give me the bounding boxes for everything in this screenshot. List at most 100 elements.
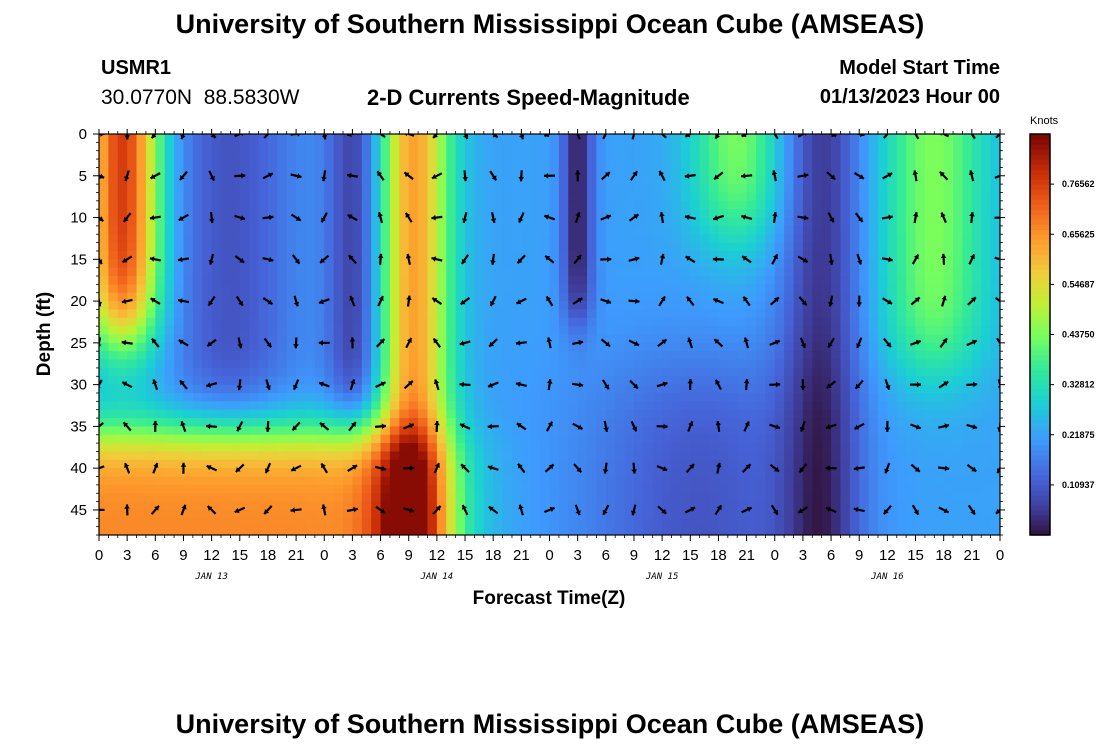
heatmap-cell [558,401,569,411]
heatmap-cell [690,409,701,419]
heatmap-cell [258,418,269,427]
heatmap-cell [774,476,785,486]
heatmap-cell [540,317,551,327]
heatmap-cell [427,242,438,252]
heatmap-cell [239,401,250,411]
heatmap-cell [127,418,138,427]
heatmap-cell [277,309,288,319]
heatmap-cell [324,200,335,210]
heatmap-cell [333,209,344,219]
heatmap-cell [286,225,297,235]
heatmap-cell [296,309,307,319]
heatmap-cell [380,476,391,486]
heatmap-cell [145,493,156,503]
heatmap-cell [258,159,269,169]
heatmap-cell [145,418,156,427]
heatmap-cell [859,451,870,461]
heatmap-cell [230,142,241,152]
heatmap-cell [699,309,710,319]
heatmap-cell [633,200,644,210]
heatmap-cell [699,342,710,352]
heatmap-cell [971,476,982,486]
heatmap-cell [305,301,316,311]
heatmap-cell [277,434,288,444]
heatmap-cell [183,142,194,152]
heatmap-cell [436,267,447,277]
heatmap-cell [192,484,203,494]
heatmap-cell [502,401,513,411]
heatmap-cell [371,351,382,361]
heatmap-cell [953,326,964,336]
heatmap-cell [615,443,626,453]
heatmap-cell [699,459,710,469]
heatmap-cell [408,292,419,302]
heatmap-cell [587,309,598,319]
heatmap-cell [493,200,504,210]
current-arrow [518,170,525,182]
heatmap-cell [427,509,438,519]
heatmap-cell [605,326,616,336]
heatmap-cell [924,518,935,528]
heatmap-cell [530,367,541,377]
heatmap-cell [765,434,776,444]
heatmap-cell [117,426,128,436]
heatmap-cell [540,250,551,260]
heatmap-cell [380,159,391,169]
heatmap-cell [174,384,185,394]
heatmap-cell [662,476,673,486]
heatmap-cell [990,443,1000,453]
heatmap-cell [652,217,663,227]
heatmap-cell [953,134,964,143]
heatmap-cell [277,526,288,535]
heatmap-cell [493,142,504,152]
heatmap-cell [821,242,832,252]
heatmap-cell [418,434,429,444]
heatmap-cell [277,200,288,210]
heatmap-cell [427,292,438,302]
heatmap-cell [558,184,569,194]
heatmap-cell [540,384,551,394]
heatmap-cell [690,142,701,152]
heatmap-cell [99,334,109,344]
heatmap-cell [924,501,935,511]
heatmap-cell [662,167,673,177]
heatmap-cell [765,150,776,160]
heatmap-cell [662,392,673,402]
heatmap-cell [802,167,813,177]
current-arrow [687,379,694,391]
current-arrow [208,170,215,182]
heatmap-cell [408,250,419,260]
heatmap-cell [305,150,316,160]
heatmap-cell [774,443,785,453]
heatmap-cell [465,526,476,535]
heatmap-cell [183,225,194,235]
heatmap-cell [934,509,945,519]
heatmap-cell [117,434,128,444]
heatmap-cell [296,493,307,503]
heatmap-cell [784,426,795,436]
heatmap-cell [859,200,870,210]
heatmap-cell [371,259,382,269]
heatmap-cell [906,276,917,285]
heatmap-cell [643,167,654,177]
heatmap-cell [558,509,569,519]
heatmap-cell [643,409,654,419]
heatmap-cell [915,376,926,386]
heatmap-cell [887,175,898,185]
heatmap-cell [746,200,757,210]
heatmap-cell [558,142,569,152]
heatmap-cell [924,250,935,260]
heatmap-cell [596,326,607,336]
heatmap-cell [831,484,842,494]
heatmap-cell [755,459,766,469]
heatmap-cell [474,418,485,427]
heatmap-cell [971,209,982,219]
heatmap-cell [896,401,907,411]
heatmap-cell [746,509,757,519]
heatmap-cell [324,426,335,436]
current-arrow [712,256,724,263]
heatmap-cell [859,468,870,478]
heatmap-cell [324,351,335,361]
heatmap-cell [277,184,288,194]
heatmap-cell [455,476,466,486]
